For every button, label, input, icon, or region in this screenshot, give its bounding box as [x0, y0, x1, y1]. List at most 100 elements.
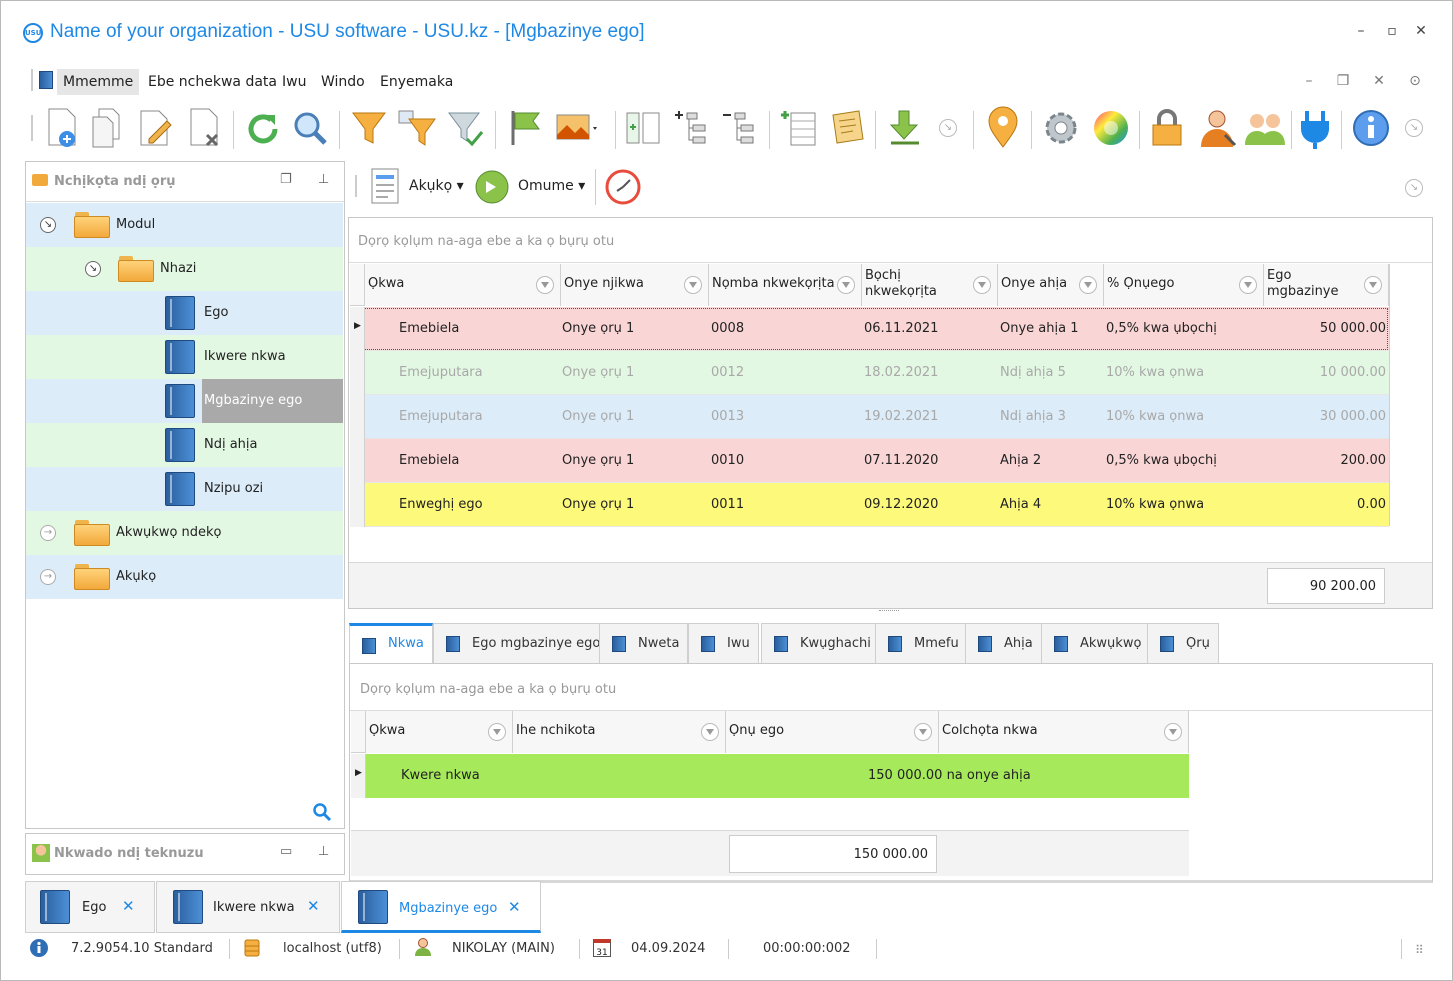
menu-overflow-icon[interactable]: ⊙: [1409, 73, 1421, 89]
mdi-close-button[interactable]: ✕: [1373, 73, 1385, 89]
column-header-manager[interactable]: Onye njikwa: [561, 264, 709, 306]
minimize-button[interactable]: –: [1357, 23, 1365, 39]
tree-collapse-icon[interactable]: [717, 105, 761, 151]
filter-icon[interactable]: [1164, 723, 1182, 741]
color-wheel-icon[interactable]: [1089, 105, 1133, 151]
collapse-icon[interactable]: ↘: [40, 217, 56, 233]
tree-item-akuko[interactable]: → Akụkọ: [26, 555, 343, 599]
plug-icon[interactable]: [1293, 105, 1337, 151]
column-header-note[interactable]: Colchọta nkwa: [939, 711, 1189, 753]
panel-float-icon[interactable]: ❐: [280, 172, 292, 187]
menu-item-window[interactable]: Windo: [321, 74, 365, 90]
notes-icon[interactable]: [825, 105, 869, 151]
column-header-value[interactable]: Ọnụ ego: [726, 711, 939, 753]
mdi-restore-button[interactable]: ❐: [1336, 73, 1350, 89]
tab-nkwa[interactable]: Nkwa: [349, 623, 433, 663]
close-tab-icon[interactable]: ✕: [307, 897, 320, 915]
maximize-button[interactable]: ▫: [1387, 23, 1397, 39]
panel-pin-icon[interactable]: ⊥: [318, 844, 330, 859]
search-icon[interactable]: [289, 105, 333, 151]
doc-tab-ikwere-nkwa[interactable]: Ikwere nkwa ✕: [156, 881, 340, 933]
menu-item-commands[interactable]: Iwu: [282, 74, 307, 90]
tree-item-nzipu-ozi[interactable]: Nzipu ozi: [26, 467, 343, 511]
table-row[interactable]: ▶ Kwere nkwa 150 000.00 na onye ahịa: [351, 754, 1189, 798]
filter-icon[interactable]: [1364, 276, 1382, 294]
reports-dropdown-button[interactable]: Akụkọ ▾: [409, 178, 464, 194]
column-header-status[interactable]: Ọkwa: [366, 711, 513, 753]
column-header-amount[interactable]: Ego mgbazinye: [1264, 264, 1389, 306]
filter-icon[interactable]: [914, 723, 932, 741]
resize-grip-icon[interactable]: ⠿: [1415, 943, 1424, 957]
column-header-status[interactable]: Ọkwa: [365, 264, 561, 306]
filter-icon[interactable]: [1079, 276, 1097, 294]
table-row[interactable]: Enweghị ego Onye ọrụ 1 0011 09.12.2020 A…: [350, 483, 1389, 527]
edit-icon[interactable]: [135, 105, 179, 151]
filter-edit-icon[interactable]: [395, 105, 439, 151]
toolbar-end-overflow-icon[interactable]: ↘: [1405, 119, 1423, 137]
doc-tab-ego[interactable]: Ego ✕: [25, 881, 155, 933]
column-header-rate[interactable]: % Ọnụego: [1104, 264, 1264, 306]
tree-item-akwukwo-ndeko[interactable]: → Akwụkwọ ndekọ: [26, 511, 343, 555]
close-tab-icon[interactable]: ✕: [508, 898, 521, 916]
users-icon[interactable]: [1243, 105, 1287, 151]
filter-apply-icon[interactable]: [443, 105, 487, 151]
filter-icon[interactable]: [684, 276, 702, 294]
tab-iwu[interactable]: Iwu: [688, 623, 759, 663]
column-header-number[interactable]: Nọmba nkwekọrịta: [709, 264, 862, 306]
table-row[interactable]: Emejuputara Onye ọrụ 1 0012 18.02.2021 N…: [350, 351, 1389, 395]
action-arrow-icon[interactable]: [474, 169, 512, 205]
filter-icon[interactable]: [973, 276, 991, 294]
column-header-client[interactable]: Onye ahịa: [998, 264, 1104, 306]
expand-icon[interactable]: [621, 105, 665, 151]
toolbar-overflow-icon[interactable]: ↘: [939, 119, 957, 137]
lock-icon[interactable]: [1145, 105, 1189, 151]
column-header-date[interactable]: Bọchị nkwekọrịta: [862, 264, 998, 306]
info-icon[interactable]: [1349, 105, 1393, 151]
tab-oru[interactable]: Ọrụ: [1147, 623, 1219, 663]
filter-icon[interactable]: [488, 723, 506, 741]
splitter-handle[interactable]: [879, 610, 899, 613]
panel-minimize-icon[interactable]: ▭: [280, 844, 293, 859]
expand-icon[interactable]: →: [40, 525, 56, 541]
report-icon[interactable]: [369, 167, 401, 205]
action-dropdown-button[interactable]: Omume ▾: [518, 178, 586, 194]
menu-item-help[interactable]: Enyemaka: [380, 74, 454, 90]
image-icon[interactable]: [553, 105, 597, 151]
filter-icon[interactable]: [701, 723, 719, 741]
subtoolbar-overflow-icon[interactable]: ↘: [1405, 179, 1423, 197]
close-tab-icon[interactable]: ✕: [122, 897, 135, 915]
delete-icon[interactable]: [183, 105, 227, 151]
panel-pin-icon[interactable]: ⊥: [318, 172, 330, 187]
mdi-minimize-button[interactable]: –: [1305, 73, 1313, 89]
tree-item-mgbazinye-ego[interactable]: Mgbazinye ego: [26, 379, 343, 423]
tree-item-modul[interactable]: ↘ Modul: [26, 203, 343, 247]
tab-ahia[interactable]: Ahịa: [965, 623, 1042, 663]
refresh-icon[interactable]: [241, 105, 285, 151]
tab-kwughachi[interactable]: Kwụghachi: [761, 623, 880, 663]
add-icon[interactable]: [41, 105, 85, 151]
timer-icon[interactable]: [604, 168, 642, 206]
expand-icon[interactable]: →: [40, 569, 56, 585]
table-row[interactable]: Emejuputara Onye ọrụ 1 0013 19.02.2021 N…: [350, 395, 1389, 439]
close-window-button[interactable]: ✕: [1415, 23, 1427, 39]
add-row-icon[interactable]: [777, 105, 821, 151]
doc-tab-mgbazinye-ego[interactable]: Mgbazinye ego ✕: [341, 881, 541, 933]
column-header-summary[interactable]: Ihe nchikota: [513, 711, 726, 753]
collapse-icon[interactable]: ↘: [85, 261, 101, 277]
tab-nweta[interactable]: Nweta: [599, 623, 689, 663]
tree-item-ikwere-nkwa[interactable]: Ikwere nkwa: [26, 335, 343, 379]
filter-icon[interactable]: [1239, 276, 1257, 294]
flag-icon[interactable]: [503, 105, 547, 151]
filter-icon[interactable]: [347, 105, 391, 151]
location-icon[interactable]: [981, 105, 1025, 151]
tab-akwukwo[interactable]: Akwụkwọ: [1041, 623, 1151, 663]
settings-icon[interactable]: [1039, 105, 1083, 151]
table-row[interactable]: Emebiela Onye ọrụ 1 0010 07.11.2020 Ahịa…: [350, 439, 1389, 483]
tree-item-nhazi[interactable]: ↘ Nhazi: [26, 247, 343, 291]
filter-icon[interactable]: [536, 276, 554, 294]
copy-icon[interactable]: [87, 105, 131, 151]
tree-expand-icon[interactable]: [669, 105, 713, 151]
menu-item-database[interactable]: Ebe nchekwa data: [148, 74, 277, 90]
tree-item-ndi-ahia[interactable]: Ndị ahịa: [26, 423, 343, 467]
export-icon[interactable]: [883, 105, 927, 151]
